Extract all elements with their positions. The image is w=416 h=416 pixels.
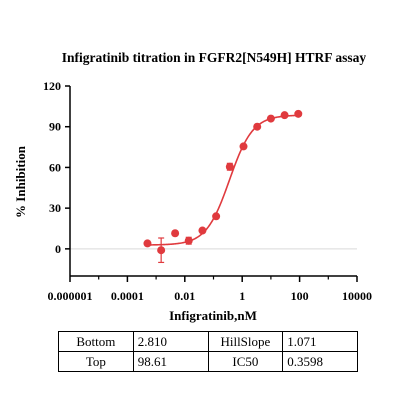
axes-group: 0 30 60 90 120 0.000001 0.0001 0.01 1 100 10000 — [43, 79, 372, 303]
y-tick-label: 60 — [49, 160, 61, 174]
table-cell: HillSlope — [207, 331, 284, 352]
data-point — [212, 212, 221, 221]
data-point — [184, 236, 193, 245]
table-row: Bottom 2.810 HillSlope 1.071 — [58, 331, 358, 352]
table-cell: 98.61 — [132, 351, 209, 372]
x-tick-label: 1 — [239, 289, 245, 303]
y-tick-label: 90 — [49, 120, 61, 134]
table-cell: 1.071 — [282, 331, 358, 352]
fit-curve — [147, 114, 299, 246]
data-point — [239, 142, 248, 151]
data-points-group — [143, 109, 303, 264]
data-point — [157, 246, 166, 255]
x-tick-label: 10000 — [342, 289, 372, 303]
x-tick-label: 0.000001 — [48, 289, 93, 303]
chart-title: Infigratinib titration in FGFR2[N549H] H… — [62, 50, 367, 65]
y-tick-label: 120 — [43, 79, 61, 93]
y-tick-label: 0 — [55, 242, 61, 256]
data-point — [253, 122, 262, 131]
table-cell: Bottom — [58, 331, 134, 352]
data-point — [266, 114, 275, 123]
fit-curve-group — [147, 114, 299, 246]
x-axis-label: Infigratinib,nM — [169, 308, 257, 323]
x-tick-label: 0.01 — [174, 289, 195, 303]
data-point — [280, 111, 289, 120]
table-cell: Top — [58, 351, 134, 372]
table-cell: IC50 — [207, 351, 284, 372]
data-point — [198, 226, 207, 235]
fit-parameters-table: Bottom 2.810 HillSlope 1.071 Top 98.61 I… — [58, 331, 358, 372]
table-cell: 0.3598 — [282, 351, 358, 372]
x-tick-label: 0.0001 — [111, 289, 144, 303]
data-point — [294, 109, 303, 118]
data-point — [225, 162, 234, 171]
data-point — [143, 239, 152, 248]
table-cell: 2.810 — [132, 331, 209, 352]
x-tick-label: 100 — [291, 289, 309, 303]
table-row: Top 98.61 IC50 0.3598 — [58, 351, 358, 372]
y-axis-label: % Inhibition — [13, 145, 28, 218]
data-point — [171, 229, 180, 238]
y-tick-label: 30 — [49, 201, 61, 215]
